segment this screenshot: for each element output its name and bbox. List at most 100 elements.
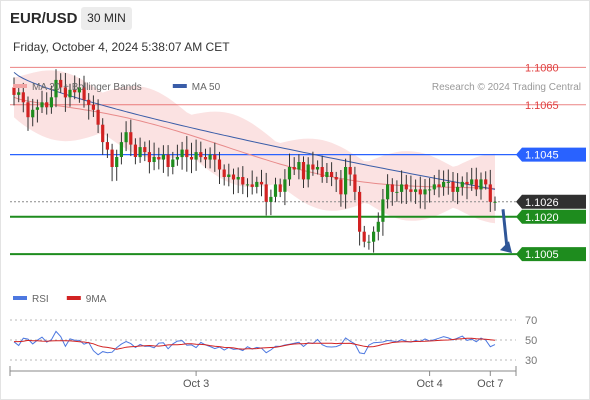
candle	[40, 90, 44, 113]
candle-body	[400, 184, 404, 192]
candle-body	[259, 181, 264, 185]
candle-body	[208, 154, 212, 160]
candle	[12, 77, 16, 106]
candle-body	[283, 179, 287, 192]
level-tag-3	[516, 194, 586, 209]
legend-label-1: MA 50	[192, 82, 221, 93]
rsi-legend-swatch-1	[66, 296, 81, 300]
candle	[119, 132, 123, 165]
candle	[386, 174, 390, 209]
candle-body	[40, 102, 44, 108]
candle-body	[414, 189, 418, 192]
candle-body	[143, 147, 147, 153]
candle	[456, 173, 460, 205]
candle	[250, 170, 254, 195]
candle	[297, 154, 301, 180]
candle	[493, 196, 497, 211]
candle	[264, 172, 268, 216]
candle	[161, 145, 165, 173]
candle	[414, 179, 418, 204]
x-tick-label-1: Oct 4	[416, 378, 442, 390]
arrow-shaft	[501, 209, 509, 249]
candle	[259, 169, 264, 197]
candle-body	[470, 179, 474, 185]
candle	[59, 73, 63, 93]
candle-body	[390, 184, 394, 192]
candle-body	[105, 142, 109, 150]
level-tag-5	[516, 247, 586, 262]
candle-body	[311, 164, 315, 170]
candle-body	[456, 186, 460, 192]
candle-body	[460, 181, 464, 187]
candle	[133, 138, 137, 165]
candle	[306, 157, 310, 188]
candle	[362, 225, 366, 248]
candle-body	[367, 241, 371, 243]
ma20-line	[13, 96, 496, 189]
legend-swatch-0	[13, 84, 27, 88]
candle-body	[278, 184, 282, 192]
candle	[344, 158, 348, 209]
candle	[353, 166, 357, 201]
candle	[105, 133, 109, 158]
candle	[222, 164, 226, 186]
candle	[334, 171, 338, 192]
candle-body	[124, 132, 128, 143]
candle	[339, 170, 343, 207]
candle-body	[446, 181, 450, 183]
candle	[423, 179, 427, 210]
candle	[96, 99, 100, 133]
rsi-line	[13, 330, 496, 356]
candle	[400, 170, 404, 204]
candle-body	[297, 162, 301, 170]
watermark-text: Research © 2024 Trading Central	[432, 82, 581, 93]
level-label-3: 1.1026	[525, 197, 559, 209]
level-tag-2	[516, 147, 586, 162]
candle	[404, 174, 408, 204]
candle	[470, 167, 474, 191]
candle	[376, 212, 380, 241]
candle	[348, 154, 352, 186]
timeframe-button[interactable]: 30 MIN	[81, 7, 132, 30]
candle	[101, 118, 105, 155]
candle-body	[264, 184, 268, 202]
candle	[31, 98, 35, 127]
candle	[180, 141, 184, 170]
candle	[372, 226, 376, 253]
candle-body	[227, 174, 231, 177]
candle-body	[115, 157, 119, 167]
candle	[82, 75, 86, 108]
candle	[26, 96, 30, 131]
candle	[442, 170, 446, 196]
candle-body	[423, 189, 427, 195]
candle-body	[488, 184, 492, 202]
rsi-legend-swatch-0	[13, 296, 27, 300]
candle-body	[185, 149, 189, 158]
candle	[465, 172, 469, 200]
x-tick-label-0: Oct 3	[183, 378, 209, 390]
candle-body	[344, 167, 348, 195]
candle	[124, 121, 128, 152]
candle-body	[381, 199, 385, 222]
candle	[241, 166, 245, 195]
rsi-tick-0: 70	[525, 315, 537, 327]
candle-body	[236, 177, 240, 180]
candle-body	[404, 184, 408, 190]
candle-body	[301, 162, 306, 180]
candle-body	[63, 87, 67, 98]
candle	[437, 169, 441, 198]
candle	[255, 176, 259, 194]
candle-body	[339, 179, 343, 195]
candle	[49, 85, 53, 114]
level-tag-4	[516, 209, 586, 224]
candle-body	[157, 157, 161, 160]
level-label-1: 1.1065	[525, 100, 559, 112]
rsi-legend-label-0: RSI	[32, 294, 49, 305]
candle	[203, 148, 208, 169]
candle	[45, 92, 49, 115]
candle-body	[442, 181, 446, 187]
candle	[87, 93, 91, 120]
candle	[460, 176, 464, 196]
candle-body	[17, 92, 21, 95]
